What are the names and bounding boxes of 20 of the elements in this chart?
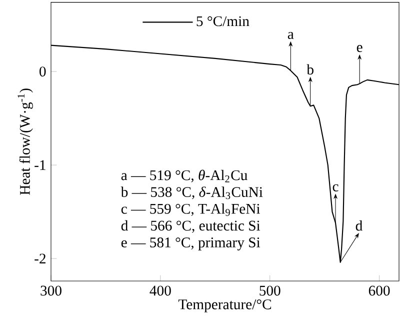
annotation: e xyxy=(356,45,362,52)
x-tick-label: 400 xyxy=(150,286,171,296)
x-axis-title: Temperature/°C xyxy=(178,299,272,312)
annotation: b — 538 °C, δ-Al$_{3}$CuNi xyxy=(120,186,263,200)
annotation: c xyxy=(332,184,338,192)
annotation: d — 566 °C, eutectic Si xyxy=(121,220,260,233)
x-tick-label: 300 xyxy=(40,286,62,296)
y-axis-title: Heat flow/(W·g$^{-1}$) xyxy=(18,88,33,195)
annotation: c — 559 °C, T-Al$_{9}$FeNi xyxy=(121,203,260,216)
annotation: e — 581 °C, primary Si xyxy=(121,238,260,250)
x-tick-label: 500 xyxy=(260,286,280,296)
annotation: a xyxy=(288,32,294,39)
y-tick-label: -1 xyxy=(34,160,46,170)
y-tick-label: 0 xyxy=(40,66,46,76)
x-tick-label: 600 xyxy=(368,286,390,296)
y-tick-label: -2 xyxy=(34,254,46,264)
annotation: d xyxy=(356,220,362,231)
annotation: a — 519 °C, θ-Al$_{2}$Cu xyxy=(121,170,248,182)
annotation: b xyxy=(306,64,314,75)
legend-label: 5 °C/min xyxy=(196,16,250,26)
